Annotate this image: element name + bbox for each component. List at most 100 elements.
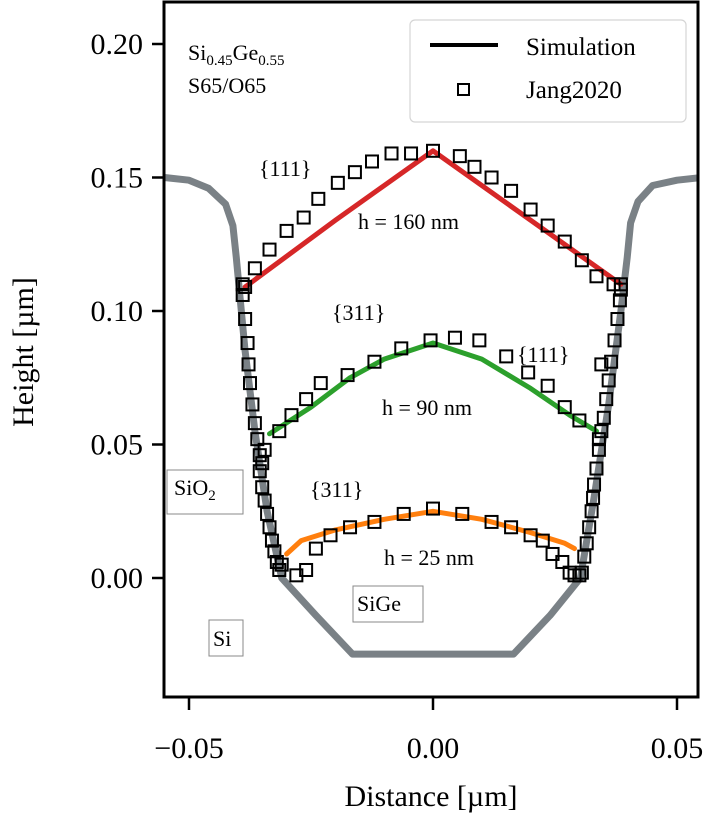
data-point-jang2020 (540, 218, 555, 233)
data-point-jang2020 (255, 456, 270, 471)
height-90-label: h = 90 nm (382, 395, 472, 420)
data-point-jang2020 (596, 410, 611, 425)
data-point-jang2020 (574, 253, 589, 268)
data-point-jang2020 (308, 541, 323, 556)
svg-text:SiGe: SiGe (357, 591, 401, 616)
legend: Simulation Jang2020 (409, 19, 687, 123)
x-tick-label: −0.05 (154, 732, 223, 765)
data-point-jang2020 (262, 520, 277, 535)
series-layer (165, 148, 697, 658)
data-point-jang2020 (484, 514, 499, 529)
data-point-jang2020 (484, 170, 499, 185)
data-point-jang2020 (367, 514, 382, 529)
data-point-jang2020 (584, 504, 599, 519)
data-point-jang2020 (367, 354, 382, 369)
x-tick-label: 0.00 (407, 732, 460, 765)
data-point-jang2020 (235, 287, 250, 302)
data-point-jang2020 (557, 234, 572, 249)
data-point-jang2020 (296, 210, 311, 225)
data-point-jang2020 (426, 143, 440, 158)
data-point-jang2020 (255, 480, 270, 495)
data-point-jang2020 (247, 261, 262, 276)
data-point-jang2020 (365, 154, 379, 169)
data-point-jang2020 (601, 373, 616, 388)
data-point-jang2020 (396, 506, 411, 521)
x-axis-label: Distance [µm] (344, 780, 517, 813)
simulation-line-3 (284, 508, 577, 557)
y-tick-label: 0.10 (91, 295, 144, 328)
data-point-jang2020 (591, 442, 606, 457)
si-label-box: Si (208, 619, 244, 657)
data-point-jang2020 (241, 357, 256, 372)
simulation-line-1 (242, 148, 624, 290)
legend-label-simulation: Simulation (526, 34, 636, 61)
data-point-jang2020 (572, 413, 587, 428)
y-tick-label: 0.00 (91, 562, 144, 595)
data-point-jang2020 (504, 520, 519, 535)
data-point-jang2020 (523, 202, 538, 217)
data-point-jang2020 (269, 554, 284, 569)
plot-frame (162, 0, 700, 699)
data-point-jang2020 (613, 277, 628, 292)
data-point-jang2020 (521, 365, 536, 380)
data-point-jang2020 (272, 424, 287, 439)
data-point-jang2020 (582, 520, 597, 535)
marker-layer (235, 143, 628, 583)
recipe-label: S65/O65 (188, 73, 266, 98)
facet-311-mid: {311} (332, 300, 385, 325)
y-tick-label: 0.15 (91, 162, 144, 195)
data-point-jang2020 (299, 562, 314, 577)
sige-label-box: SiGe (352, 585, 424, 623)
x-tick-label: 0.05 (651, 732, 704, 765)
legend-marker-jang2020 (457, 83, 470, 96)
data-point-jang2020 (574, 565, 589, 580)
data-point-jang2020 (472, 333, 487, 348)
data-point-jang2020 (243, 376, 257, 391)
data-point-jang2020 (257, 442, 272, 457)
data-point-jang2020 (587, 477, 602, 492)
sio2-label-box: SiO2 (166, 469, 244, 515)
data-point-jang2020 (586, 490, 601, 505)
data-point-jang2020 (447, 330, 462, 345)
data-point-jang2020 (504, 183, 519, 198)
data-point-jang2020 (247, 416, 262, 431)
legend-label-jang2020: Jang2020 (526, 77, 622, 104)
data-point-jang2020 (245, 397, 260, 412)
data-point-jang2020 (330, 175, 345, 190)
facet-311-low: {311} (310, 477, 363, 502)
x-axis: −0.05 0.00 0.05 (154, 697, 703, 765)
data-point-jang2020 (589, 461, 604, 476)
data-point-jang2020 (555, 554, 570, 569)
data-point-jang2020 (279, 223, 294, 238)
data-point-jang2020 (299, 392, 314, 407)
data-point-jang2020 (252, 464, 267, 479)
y-axis: 0.00 0.05 0.10 0.15 0.20 (91, 28, 164, 595)
data-point-jang2020 (599, 392, 614, 407)
facet-111-mid: {111} (517, 342, 570, 367)
data-point-jang2020 (313, 376, 328, 391)
data-point-jang2020 (499, 349, 514, 364)
data-point-jang2020 (594, 357, 609, 372)
facet-111-top: {111} (259, 156, 312, 181)
data-point-jang2020 (343, 520, 358, 535)
simulation-line-2 (267, 340, 599, 437)
data-point-jang2020 (579, 536, 594, 551)
data-point-jang2020 (340, 368, 355, 383)
data-point-jang2020 (260, 506, 275, 521)
data-point-jang2020 (467, 159, 482, 174)
data-point-jang2020 (267, 544, 282, 559)
data-point-jang2020 (235, 277, 250, 292)
data-point-jang2020 (274, 557, 289, 572)
data-point-jang2020 (384, 146, 399, 161)
y-tick-label: 0.20 (91, 28, 144, 61)
data-point-jang2020 (238, 279, 253, 294)
data-point-jang2020 (545, 546, 560, 561)
data-point-jang2020 (589, 269, 604, 284)
data-point-jang2020 (610, 312, 625, 327)
data-point-jang2020 (347, 165, 362, 180)
data-point-jang2020 (240, 336, 255, 351)
data-point-jang2020 (238, 312, 253, 327)
data-point-jang2020 (540, 378, 555, 393)
data-point-jang2020 (426, 501, 440, 516)
